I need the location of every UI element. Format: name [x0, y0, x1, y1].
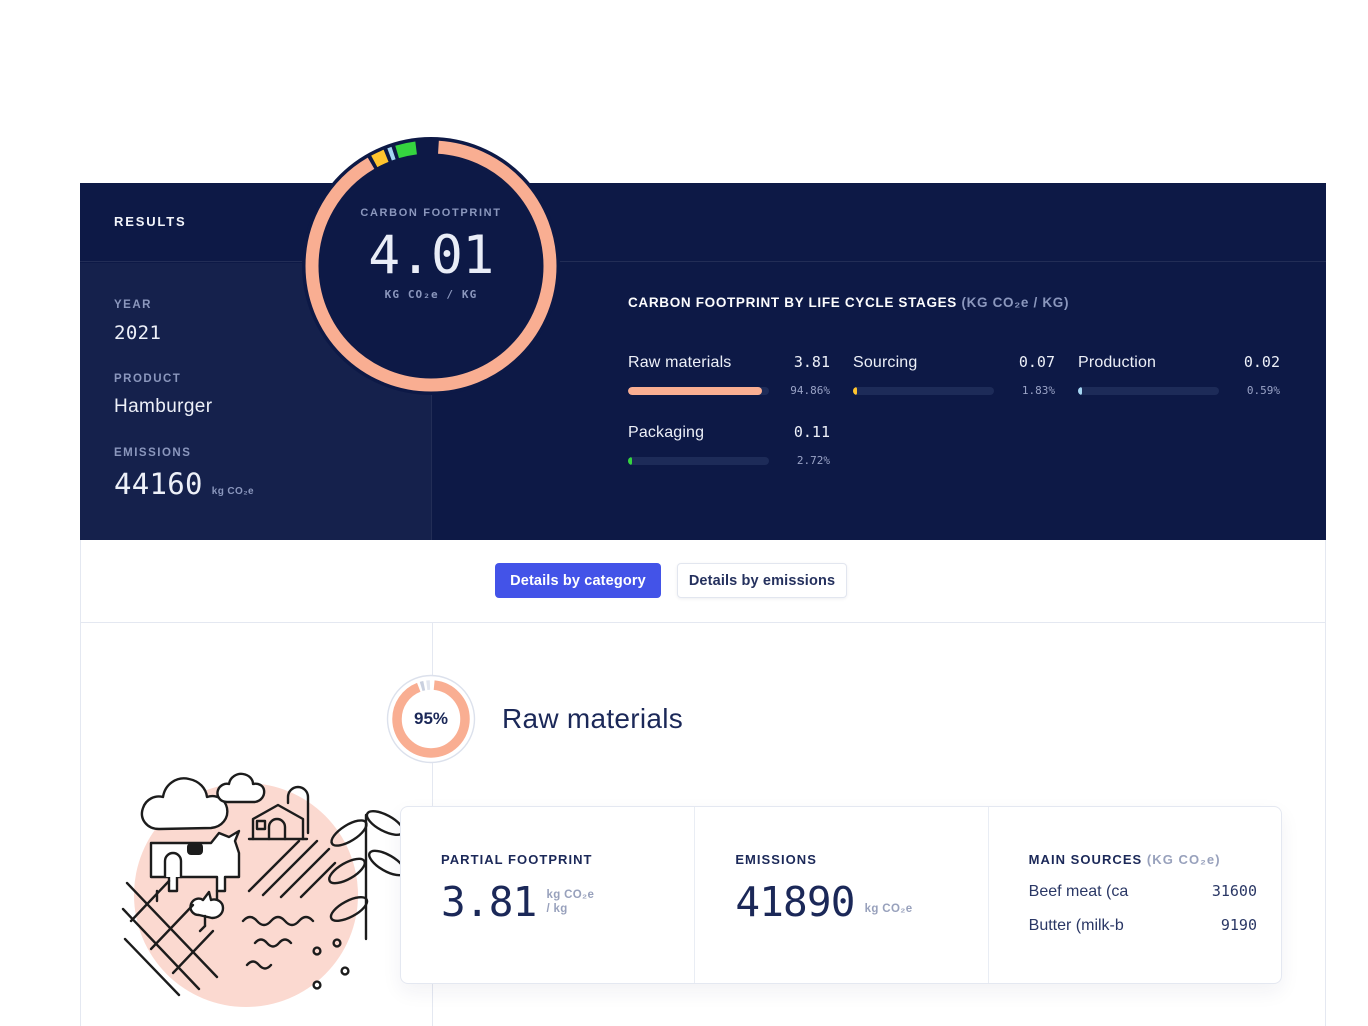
panel-divider: [431, 263, 432, 540]
stage-bar: [628, 456, 769, 465]
product-summary: YEAR 2021 PRODUCT Hamburger EMISSIONS 44…: [80, 263, 431, 540]
year-label: YEAR: [114, 299, 152, 311]
year-value: 2021: [114, 322, 162, 344]
life-cycle-stages: CARBON FOOTPRINT BY LIFE CYCLE STAGES (K…: [628, 295, 1288, 467]
source-value: 31600: [1211, 882, 1257, 900]
category-share-value: 95%: [413, 709, 449, 728]
main-sources-card: MAIN SOURCES (KG CO₂e) Beef meat (ca 316…: [987, 807, 1281, 983]
stage-value: 0.07: [1018, 353, 1055, 371]
gauge-label: CARBON FOOTPRINT: [360, 207, 502, 219]
stages-title: CARBON FOOTPRINT BY LIFE CYCLE STAGES (K…: [628, 295, 1070, 310]
results-panel-header: RESULTS: [80, 183, 1326, 262]
emissions-label: EMISSIONS: [114, 447, 192, 459]
partial-footprint-card: PARTIAL FOOTPRINT 3.81 kg CO₂e / kg: [401, 807, 694, 983]
emissions-unit: kg CO₂e: [211, 486, 255, 497]
stage-bar: [853, 386, 994, 395]
source-row: Beef meat (ca 31600: [1029, 882, 1257, 901]
source-name: Beef meat (ca: [1028, 883, 1129, 900]
carbon-footprint-gauge: CARBON FOOTPRINT 4.01 KG CO₂e / KG: [301, 136, 561, 396]
stage-label: Raw materials: [628, 354, 732, 371]
partial-footprint-unit: kg CO₂e / kg: [546, 889, 595, 915]
details-by-emissions-button[interactable]: Details by emissions: [677, 563, 847, 598]
stage-percent: 2.72%: [796, 454, 830, 467]
stage-bar: [628, 386, 769, 395]
farm-illustration: [121, 772, 406, 1007]
source-name: Butter (milk-b: [1028, 917, 1124, 934]
emissions-value: 44160: [114, 467, 203, 501]
category-details-section: 95% Raw materials: [80, 622, 1326, 1026]
stage-value: 0.11: [793, 423, 830, 441]
source-value: 9190: [1220, 916, 1257, 934]
stage-label: Packaging: [628, 424, 705, 441]
details-by-category-button[interactable]: Details by category: [495, 563, 661, 598]
stage-label: Production: [1078, 354, 1157, 371]
stage-percent: 1.83%: [1021, 384, 1055, 397]
product-value: Hamburger: [114, 396, 213, 417]
emissions-card-value: 41890: [735, 878, 855, 926]
main-sources-label: MAIN SOURCES (KG CO₂e): [1028, 852, 1221, 867]
main-sources-unit: (KG CO₂e): [1146, 852, 1221, 867]
stages-unit: (KG CO₂e / KG): [961, 295, 1070, 310]
gauge-donut-chart: [302, 137, 560, 395]
emissions-card: EMISSIONS 41890 kg CO₂e: [694, 807, 987, 983]
product-label: PRODUCT: [114, 373, 182, 385]
stage-packaging: Packaging 0.11 2.72%: [628, 423, 830, 467]
category-cards: PARTIAL FOOTPRINT 3.81 kg CO₂e / kg EMIS…: [400, 806, 1282, 984]
emissions-card-label: EMISSIONS: [735, 852, 817, 867]
stage-label: Sourcing: [853, 354, 918, 371]
gauge-value: 4.01: [368, 225, 494, 286]
stage-bar: [1078, 386, 1219, 395]
stage-percent: 0.59%: [1246, 384, 1280, 397]
stage-percent: 94.86%: [790, 384, 830, 397]
stage-value: 0.02: [1243, 353, 1280, 371]
details-toolbar: Details by category Details by emissions: [80, 540, 1326, 622]
partial-footprint-value: 3.81: [441, 878, 537, 926]
stage-value: 3.81: [793, 353, 830, 371]
category-share-donut: 95%: [386, 674, 476, 764]
stage-sourcing: Sourcing 0.07 1.83%: [853, 353, 1055, 397]
results-panel: RESULTS YEAR 2021 PRODUCT Hamburger EMIS…: [80, 183, 1326, 540]
emissions-card-unit: kg CO₂e: [864, 903, 913, 915]
source-row: Butter (milk-b 9190: [1029, 916, 1257, 935]
stage-production: Production 0.02 0.59%: [1078, 353, 1280, 397]
results-title: RESULTS: [114, 214, 187, 229]
partial-footprint-label: PARTIAL FOOTPRINT: [441, 852, 593, 867]
category-title: Raw materials: [502, 703, 684, 734]
gauge-unit: KG CO₂e / KG: [384, 288, 478, 301]
share-donut-chart: [386, 674, 476, 764]
stage-raw-materials: Raw materials 3.81 94.86%: [628, 353, 830, 397]
